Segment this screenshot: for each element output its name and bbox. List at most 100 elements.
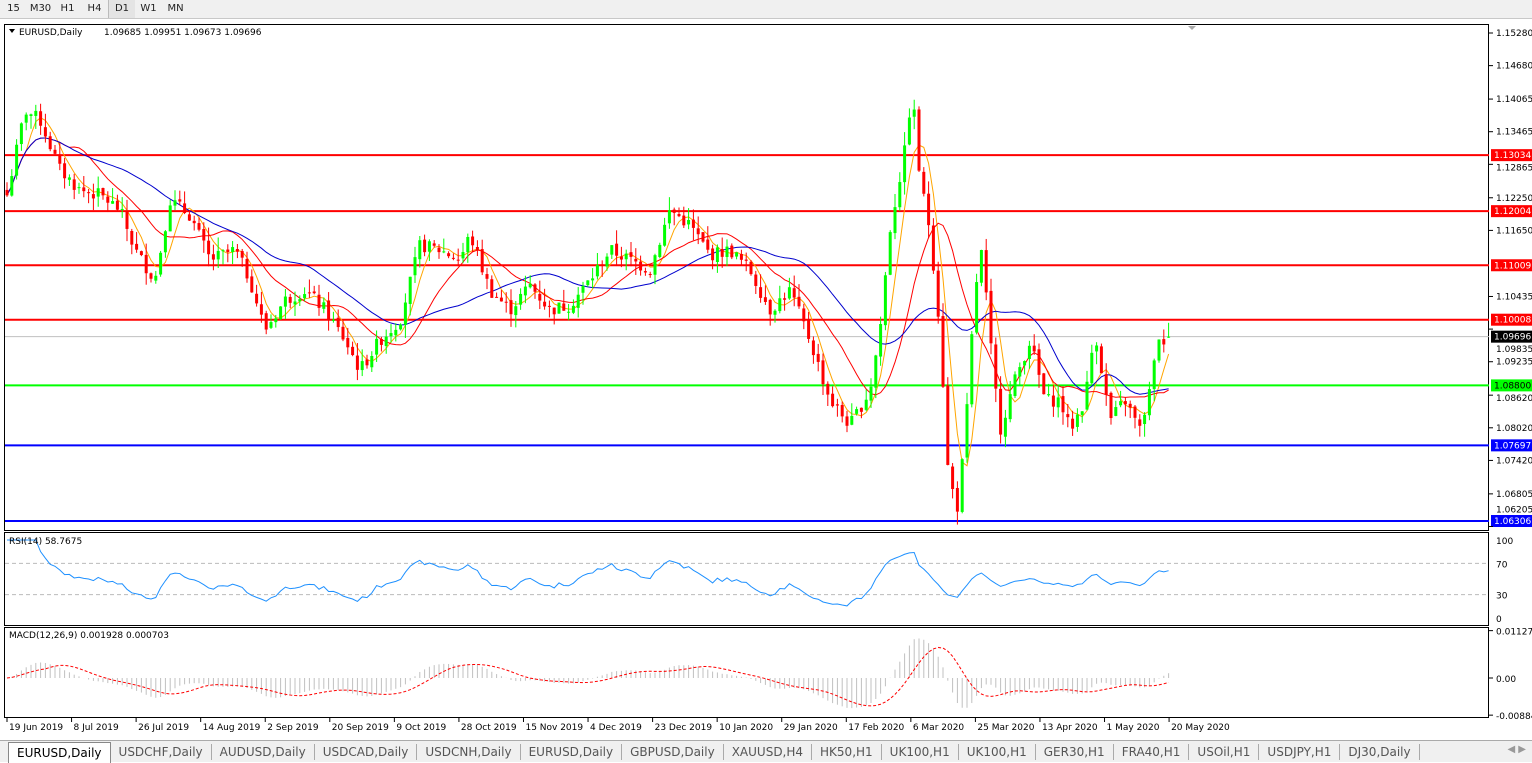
price-tick-label: 1.08620 <box>1496 394 1532 404</box>
rsi-panel-frame <box>4 532 1489 626</box>
candle <box>917 106 921 173</box>
candle <box>274 314 278 328</box>
chart-tab[interactable]: EURUSD,Daily <box>521 743 623 760</box>
timeframe-D1[interactable]: D1 <box>108 0 135 18</box>
candle <box>840 401 844 423</box>
candle <box>139 250 143 257</box>
candle <box>658 242 662 259</box>
chart-tab[interactable]: USDCAD,Daily <box>315 743 418 760</box>
macd-axis-label: 0.00 <box>1496 675 1516 685</box>
chart-tab[interactable]: GER30,H1 <box>1036 743 1114 760</box>
candle <box>29 113 33 129</box>
chart-window[interactable]: 1.13034 1.12004 1.11009 1.10008 1.08800 1.076… <box>4 24 1532 740</box>
candle <box>250 269 254 293</box>
candle <box>168 199 172 232</box>
chart-tab[interactable]: UK100,H1 <box>882 743 959 760</box>
candle <box>946 377 950 466</box>
candle <box>773 309 777 323</box>
candle <box>605 253 609 271</box>
candle <box>523 275 527 304</box>
candle <box>447 251 451 259</box>
collapse-triangle-icon[interactable] <box>9 29 15 33</box>
chart-tab[interactable]: GBPUSD,Daily <box>622 743 724 760</box>
timeframe-15[interactable]: 15 <box>7 3 20 14</box>
date-tick-label: 29 Jan 2020 <box>784 723 838 733</box>
candle <box>797 284 801 309</box>
candle <box>639 255 643 276</box>
chart-canvas[interactable]: 1.13034 1.12004 1.11009 1.10008 1.08800 1.076… <box>4 24 1532 740</box>
timeframe-W1[interactable]: W1 <box>140 3 157 14</box>
timeframe-M30[interactable]: M30 <box>29 3 52 14</box>
chart-tab[interactable]: USDCHF,Daily <box>111 743 212 760</box>
candle <box>456 248 460 267</box>
level-price-badge <box>1491 439 1532 452</box>
chart-tab[interactable]: USDJPY,H1 <box>1259 743 1341 760</box>
candle <box>965 392 969 463</box>
candle <box>1037 343 1041 388</box>
candle <box>663 217 667 247</box>
candle <box>792 275 796 307</box>
candle <box>221 249 225 265</box>
chart-tab[interactable]: HK50,H1 <box>812 743 882 760</box>
date-tick-label: 8 Jul 2019 <box>74 723 119 733</box>
candle <box>1099 343 1103 374</box>
timeframe-H4[interactable]: H4 <box>87 3 102 14</box>
date-tick-label: 14 Aug 2019 <box>203 723 261 733</box>
candle <box>975 273 979 335</box>
chart-tab[interactable]: USDCNH,Daily <box>417 743 521 760</box>
candle <box>322 297 326 314</box>
chart-tab[interactable]: XAUUSD,H4 <box>724 743 813 760</box>
candle <box>984 238 988 301</box>
candle <box>1133 405 1137 429</box>
candle <box>82 176 86 198</box>
candle <box>989 278 993 355</box>
candle <box>519 288 523 310</box>
candle <box>451 253 455 261</box>
chart-tab[interactable]: EURUSD,Daily <box>8 742 111 763</box>
price-tick-label: 1.14680 <box>1496 62 1532 72</box>
chart-tab[interactable]: UK100,H1 <box>959 743 1036 760</box>
candle <box>888 230 892 276</box>
candle <box>1023 360 1027 375</box>
candle <box>979 249 983 287</box>
candle <box>595 252 599 280</box>
price-tick-label: 1.06205 <box>1496 505 1532 515</box>
shift-marker-icon[interactable] <box>1188 26 1196 30</box>
chart-tab[interactable]: AUDUSD,Daily <box>212 743 315 760</box>
candle <box>346 327 350 355</box>
chart-tab[interactable]: FRA40,H1 <box>1114 743 1190 760</box>
level-price-badge <box>1491 149 1532 162</box>
candle <box>144 243 148 285</box>
candle <box>53 145 57 155</box>
candle <box>936 261 940 324</box>
candle <box>5 182 9 197</box>
candle <box>207 227 211 267</box>
candle <box>879 316 883 366</box>
candle <box>850 403 854 426</box>
tab-scroll-arrows-icon[interactable]: ◀ ▶ <box>1507 744 1526 755</box>
candle <box>480 239 484 276</box>
candle <box>135 232 139 253</box>
timeframe-MN[interactable]: MN <box>167 3 184 14</box>
candle <box>1080 411 1084 423</box>
price-tick-label: 1.08020 <box>1496 424 1532 434</box>
current-price-label: 1.09696 <box>1494 333 1531 343</box>
rsi-axis-label: 70 <box>1496 560 1508 570</box>
candle <box>1061 386 1065 425</box>
level-price-label: 1.12004 <box>1494 207 1531 217</box>
candle <box>312 285 316 295</box>
candle <box>183 191 187 215</box>
candle <box>787 277 791 300</box>
chart-tab[interactable]: USOil,H1 <box>1189 743 1260 760</box>
candle <box>571 299 575 315</box>
candle <box>586 280 590 287</box>
date-tick-label: 26 Jul 2019 <box>138 723 189 733</box>
candle <box>87 188 91 204</box>
price-tick-label: 1.11650 <box>1496 226 1532 236</box>
candle <box>1090 344 1094 385</box>
timeframe-H1[interactable]: H1 <box>60 3 75 14</box>
candle <box>1008 381 1012 423</box>
candle <box>283 289 287 319</box>
chart-tab[interactable]: DJ30,Daily <box>1340 743 1420 760</box>
candle <box>490 275 494 298</box>
